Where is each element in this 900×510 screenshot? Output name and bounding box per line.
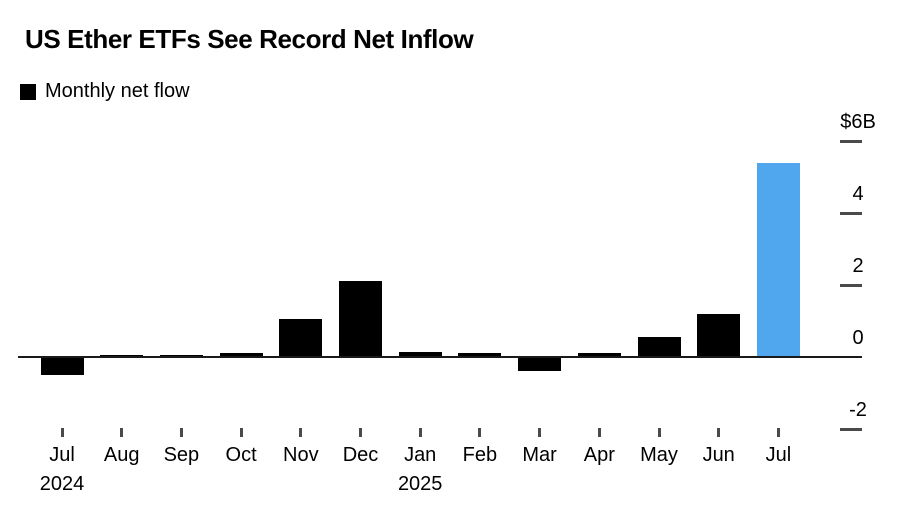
x-axis-month-label-apr-9: Apr bbox=[583, 444, 615, 466]
x-axis-tick-feb-7 bbox=[478, 428, 482, 437]
bar-jul-12 bbox=[756, 163, 800, 357]
x-axis-zero-line bbox=[18, 356, 862, 358]
x-axis-year-label-2025: 2025 bbox=[397, 473, 443, 495]
y-axis-tick-6 bbox=[840, 139, 862, 143]
legend-label: Monthly net flow bbox=[45, 80, 190, 102]
bar-mar-8 bbox=[518, 357, 562, 371]
legend-swatch-icon bbox=[20, 83, 36, 100]
bar-feb-7 bbox=[458, 353, 502, 357]
y-axis-label-2: 2 bbox=[852, 255, 864, 277]
chart-title: US Ether ETFs See Record Net Inflow bbox=[25, 24, 474, 54]
x-axis-tick-jul-0 bbox=[60, 428, 64, 437]
x-axis-month-label-feb-7: Feb bbox=[462, 444, 498, 466]
x-axis-tick-may-10 bbox=[657, 428, 661, 437]
x-axis-year-label-2024: 2024 bbox=[39, 473, 85, 495]
bar-oct-3 bbox=[219, 353, 263, 357]
x-axis-month-label-nov-4: Nov bbox=[283, 444, 319, 466]
x-axis-tick-mar-8 bbox=[538, 428, 542, 437]
legend: Monthly net flow bbox=[20, 80, 190, 103]
x-axis-tick-aug-1 bbox=[120, 428, 124, 437]
x-axis-tick-jul-12 bbox=[776, 428, 780, 437]
x-axis-tick-apr-9 bbox=[597, 428, 601, 437]
y-axis-tick-2 bbox=[840, 283, 862, 287]
x-axis-tick-dec-5 bbox=[359, 428, 362, 437]
x-axis-tick-jun-11 bbox=[717, 428, 721, 437]
x-axis-month-label-jan-6: Jan bbox=[404, 444, 437, 466]
y-axis-tick-4 bbox=[840, 211, 862, 215]
x-axis-month-label-aug-1: Aug bbox=[103, 444, 140, 466]
x-axis-month-label-mar-8: Mar bbox=[522, 444, 557, 466]
bar-dec-5 bbox=[339, 281, 382, 357]
x-axis-month-label-jul-12: Jul bbox=[765, 444, 792, 466]
x-axis-month-label-sep-2: Sep bbox=[163, 444, 200, 466]
bar-jun-11 bbox=[697, 314, 741, 357]
x-axis-tick-sep-2 bbox=[179, 428, 183, 437]
x-axis-month-label-jun-11: Jun bbox=[702, 444, 735, 466]
y-axis-label-0: 0 bbox=[852, 327, 864, 349]
y-axis-label-6: $6B bbox=[840, 111, 876, 133]
x-axis-tick-oct-3 bbox=[239, 428, 243, 437]
x-axis-month-label-may-10: May bbox=[640, 444, 678, 466]
y-axis-label-4: 4 bbox=[852, 183, 864, 205]
x-axis-month-label-oct-3: Oct bbox=[225, 444, 257, 466]
bar-jul-0 bbox=[40, 357, 84, 375]
bar-apr-9 bbox=[577, 353, 621, 357]
x-axis-month-label-dec-5: Dec bbox=[342, 444, 379, 466]
y-axis-tick--2 bbox=[840, 427, 862, 431]
bar-jan-6 bbox=[398, 352, 442, 357]
x-axis-tick-nov-4 bbox=[299, 428, 303, 437]
bar-may-10 bbox=[637, 337, 681, 357]
bar-nov-4 bbox=[279, 319, 323, 357]
y-axis-label--2: -2 bbox=[849, 399, 867, 421]
x-axis-tick-jan-6 bbox=[418, 428, 422, 437]
x-axis-month-label-jul-0: Jul bbox=[49, 444, 75, 466]
